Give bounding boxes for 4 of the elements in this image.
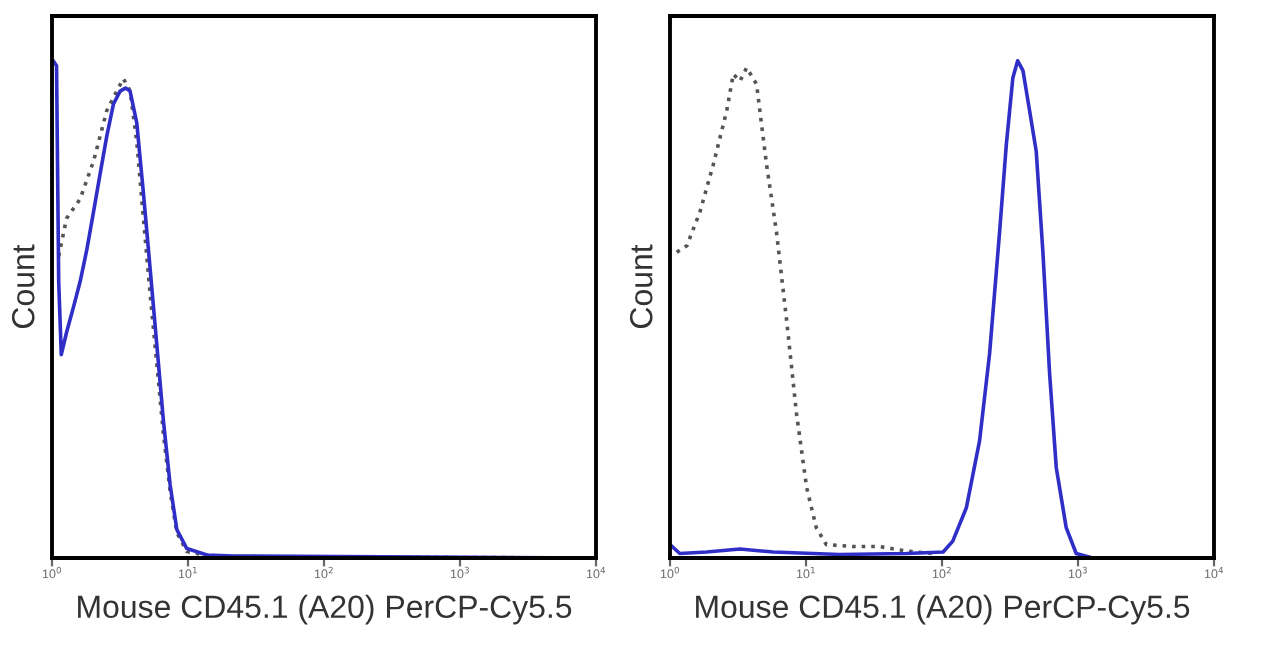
y-axis-title: Count: [629, 244, 653, 328]
x-axis-title: Mouse CD45.1 (A20) PerCP-Cy5.5: [696, 594, 1190, 625]
y-axis-title: Count: [11, 244, 35, 328]
x-axis-title: Mouse CD45.1 (A20) PerCP-Cy5.5: [78, 594, 572, 625]
